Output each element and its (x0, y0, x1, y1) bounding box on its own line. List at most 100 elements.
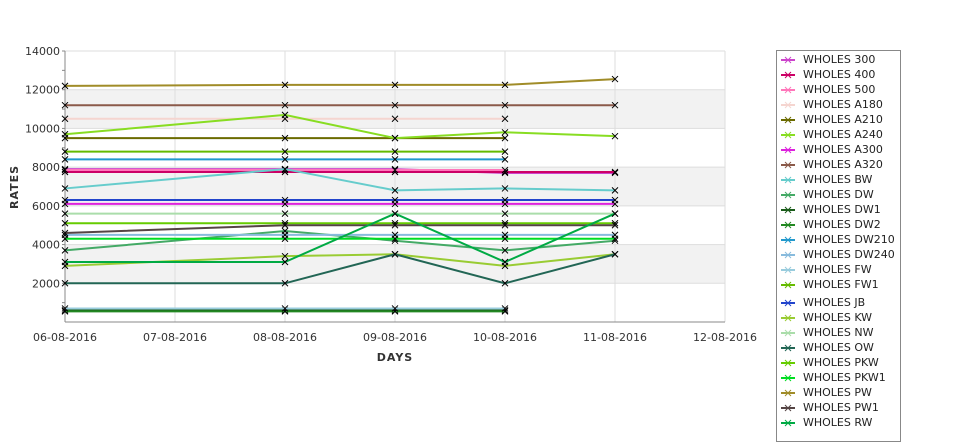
legend-item[interactable]: WHOLES A240 (781, 127, 883, 142)
series-line (64, 78, 616, 87)
data-point (391, 221, 399, 229)
legend-item[interactable]: WHOLES A210 (781, 112, 883, 127)
data-point (501, 210, 509, 217)
x-tick-label: 09-08-2016 (363, 331, 427, 344)
legend-label: WHOLES DW240 (803, 248, 895, 261)
data-point (391, 210, 399, 217)
data-point (61, 210, 69, 217)
legend-label: WHOLES A240 (803, 128, 883, 141)
legend-item[interactable]: WHOLES BW (781, 172, 872, 187)
data-point (391, 305, 399, 312)
data-point (61, 247, 69, 254)
legend-label: WHOLES DW2 (803, 218, 881, 231)
legend-item[interactable]: WHOLES KW (781, 310, 872, 325)
legend-marker-icon (781, 146, 795, 153)
y-tick-label: 12000 (25, 84, 60, 97)
legend-item[interactable]: WHOLES A180 (781, 97, 883, 112)
legend-marker-icon (781, 281, 795, 288)
data-point (501, 235, 509, 243)
legend-item[interactable]: WHOLES DW240 (781, 247, 895, 262)
series-wholes-pw (61, 75, 619, 90)
legend-marker-icon (781, 236, 795, 243)
data-point (501, 101, 509, 109)
data-point (61, 156, 69, 163)
series-wholes-a240 (61, 111, 619, 142)
legend-item[interactable]: WHOLES PW1 (781, 400, 879, 415)
y-tick-label: 10000 (25, 122, 60, 135)
data-point (391, 156, 399, 163)
legend-item[interactable]: WHOLES PKW (781, 355, 879, 370)
series-wholes-500 (61, 166, 509, 174)
legend-label: WHOLES FW (803, 263, 872, 276)
series-wholes-a320 (61, 101, 619, 109)
legend-marker-icon (781, 419, 795, 426)
data-point (281, 81, 289, 89)
legend-item[interactable]: WHOLES JB (781, 295, 865, 310)
data-point (61, 82, 69, 90)
legend-item[interactable]: WHOLES PKW1 (781, 370, 886, 385)
data-point (391, 250, 399, 258)
legend-marker-icon (781, 329, 795, 336)
legend-item[interactable]: WHOLES FW (781, 262, 872, 277)
legend-label: WHOLES OW (803, 341, 874, 354)
data-point (281, 221, 289, 229)
legend-label: WHOLES 400 (803, 68, 876, 81)
data-point (61, 148, 69, 156)
legend-marker-icon (781, 314, 795, 321)
data-point (61, 196, 69, 204)
legend-label: WHOLES DW (803, 188, 874, 201)
line-chart: 2000 4000 6000 8000 10000 12000 14000 06-08-201… (8, 45, 757, 364)
data-point (611, 132, 619, 140)
legend-item[interactable]: WHOLES A300 (781, 142, 883, 157)
series-wholes-rw (61, 210, 619, 266)
legend-label: WHOLES A320 (803, 158, 883, 171)
data-point (281, 279, 289, 287)
data-point (281, 134, 289, 142)
legend-label: WHOLES PKW (803, 356, 879, 369)
legend-item[interactable]: WHOLES 400 (781, 67, 875, 82)
legend-marker-icon (781, 161, 795, 168)
series-wholes-pkw1 (61, 235, 619, 243)
data-point (611, 221, 619, 229)
data-point (61, 115, 69, 123)
data-point (391, 166, 399, 174)
legend-label: WHOLES A210 (803, 113, 883, 126)
legend-marker-icon (781, 299, 795, 306)
legend-item[interactable]: WHOLES DW2 (781, 217, 881, 232)
legend-label: WHOLES DW210 (803, 233, 895, 246)
x-tick-label: 08-08-2016 (253, 331, 317, 344)
legend-item[interactable]: WHOLES OW (781, 340, 874, 355)
legend-marker-icon (781, 389, 795, 396)
legend-label: WHOLES BW (803, 173, 873, 186)
legend-item[interactable]: WHOLES DW (781, 187, 874, 202)
x-tick-label: 06-08-2016 (33, 331, 97, 344)
series-wholes-pw1 (61, 221, 619, 237)
legend-item[interactable]: WHOLES FW1 (781, 277, 879, 292)
data-point (281, 148, 289, 156)
data-point (61, 101, 69, 109)
legend-label: WHOLES 300 (803, 53, 876, 66)
legend-label: WHOLES RW (803, 416, 873, 429)
data-point (611, 75, 619, 83)
data-point (61, 130, 69, 138)
legend-item[interactable]: WHOLES NW (781, 325, 873, 340)
legend-item[interactable]: WHOLES DW1 (781, 202, 881, 217)
legend-marker-icon (781, 86, 795, 93)
legend-item[interactable]: WHOLES 500 (781, 82, 875, 97)
data-point (61, 305, 69, 312)
data-point (391, 196, 399, 204)
series-wholes-fw (61, 305, 509, 312)
legend-item[interactable]: WHOLES A320 (781, 157, 883, 172)
legend-marker-icon (781, 101, 795, 108)
legend-item[interactable]: WHOLES RW (781, 415, 872, 430)
series-wholes-a180 (61, 115, 509, 123)
legend-item[interactable]: WHOLES PW (781, 385, 872, 400)
x-tick-label: 07-08-2016 (143, 331, 207, 344)
y-tick-label: 4000 (32, 239, 60, 252)
legend: WHOLES 300 WHOLES 400 WHOLES 500 WHOLES A18… (776, 50, 901, 442)
data-point (61, 229, 69, 237)
legend-label: WHOLES PW1 (803, 401, 879, 414)
legend-item[interactable]: WHOLES 300 (781, 52, 875, 67)
data-point (281, 196, 289, 204)
legend-item[interactable]: WHOLES DW210 (781, 232, 895, 247)
